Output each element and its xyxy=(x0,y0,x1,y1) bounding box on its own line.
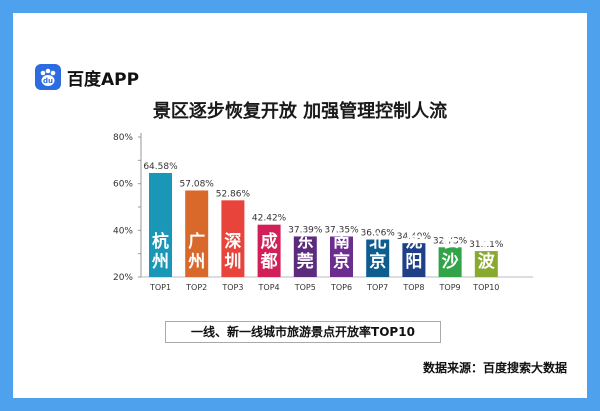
data-label: 42.42% xyxy=(252,214,287,224)
brand-name: 百度APP xyxy=(67,69,140,90)
x-tick-label: TOP1 xyxy=(149,283,171,292)
bar-city-label: 南 xyxy=(333,231,350,252)
bar xyxy=(402,243,426,277)
bar-city-label: 圳 xyxy=(224,252,241,272)
chart-title: 景区逐步恢复开放 加强管理控制人流 xyxy=(152,101,448,122)
logo-icon-text: du xyxy=(43,77,53,85)
bar-city-label: 广 xyxy=(188,231,205,252)
bar-city-label: 都 xyxy=(260,251,278,272)
bar-city-label: 东 xyxy=(297,231,314,252)
brand-logo: du 百度APP xyxy=(35,63,139,91)
data-label: 31.11% xyxy=(469,240,504,250)
bar-city-label: 京 xyxy=(369,251,386,272)
bar xyxy=(438,247,462,277)
bar-city-label: 杭 xyxy=(152,231,169,252)
bar-city-label: 莞 xyxy=(297,252,314,272)
bar xyxy=(366,239,390,277)
data-label: 64.58% xyxy=(143,162,178,172)
bar xyxy=(330,236,353,277)
bar-city-label: 州 xyxy=(151,252,169,272)
bar-city-label: 波 xyxy=(478,251,496,272)
y-tick-label: 60% xyxy=(113,180,133,190)
x-tick-label: TOP10 xyxy=(472,283,499,292)
x-tick-label: TOP5 xyxy=(294,283,316,292)
bar-city-label: 阳 xyxy=(405,252,422,272)
bar xyxy=(221,200,245,277)
x-tick-label: TOP8 xyxy=(402,283,424,292)
data-label: 37.35% xyxy=(324,226,359,236)
bar-city-label: 沙 xyxy=(442,252,459,272)
x-tick-label: TOP3 xyxy=(221,283,243,292)
x-tick-label: TOP4 xyxy=(258,283,280,292)
data-label: 34.49% xyxy=(397,232,432,242)
bar xyxy=(257,224,281,277)
y-tick-label: 20% xyxy=(113,273,133,283)
x-tick-label: TOP7 xyxy=(366,283,388,292)
bar xyxy=(474,251,498,277)
y-tick-label: 80% xyxy=(113,133,133,143)
baidu-paw-icon: du xyxy=(35,64,61,90)
data-label: 36.06% xyxy=(361,229,396,239)
bar xyxy=(185,190,209,277)
data-label: 57.08% xyxy=(180,179,215,189)
bar xyxy=(293,236,317,277)
bar-city-label: 深 xyxy=(224,231,241,252)
data-label: 32.73% xyxy=(433,236,468,246)
bar-city-label: 沈 xyxy=(405,231,422,252)
data-label: 37.39% xyxy=(288,225,323,235)
bar-city-label: 宁 xyxy=(478,231,495,252)
bar-city-label: 北 xyxy=(369,232,386,252)
bar-city-label: 京 xyxy=(333,251,350,272)
bar-chart: 20% 40% 60% 80% 64.58% 杭州 TOP1 57.08% 广州 TOP2 52.8… xyxy=(113,133,533,292)
y-tick-label: 40% xyxy=(113,226,133,236)
data-label: 52.86% xyxy=(216,189,251,199)
bar-city-label: 长 xyxy=(442,231,460,252)
data-source: 数据来源：百度搜索大数据 xyxy=(422,361,567,375)
chart-subtitle: 一线、新一线城市旅游景点开放率TOP10 xyxy=(165,321,441,343)
bar xyxy=(149,172,172,277)
x-tick-label: TOP2 xyxy=(185,283,207,292)
x-tick-label: TOP9 xyxy=(439,283,461,292)
bar-city-label: 州 xyxy=(187,252,205,272)
x-tick-label: TOP6 xyxy=(330,283,352,292)
bar-city-label: 成 xyxy=(261,231,278,252)
